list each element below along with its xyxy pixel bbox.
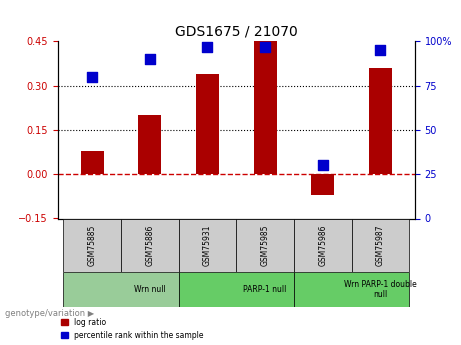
FancyBboxPatch shape <box>121 218 179 272</box>
Text: Wrn null: Wrn null <box>134 285 165 294</box>
FancyBboxPatch shape <box>179 218 236 272</box>
FancyBboxPatch shape <box>351 218 409 272</box>
Point <box>89 74 96 80</box>
Point <box>261 44 269 49</box>
FancyBboxPatch shape <box>294 272 409 307</box>
Bar <box>138 115 161 174</box>
Text: Wrn PARP-1 double
null: Wrn PARP-1 double null <box>344 280 417 299</box>
Bar <box>311 174 334 195</box>
Bar <box>254 41 277 174</box>
Text: PARP-1 null: PARP-1 null <box>243 285 287 294</box>
Text: GSM75931: GSM75931 <box>203 224 212 266</box>
Text: GSM75987: GSM75987 <box>376 224 385 266</box>
Bar <box>196 74 219 174</box>
Point <box>377 48 384 53</box>
Title: GDS1675 / 21070: GDS1675 / 21070 <box>175 25 298 39</box>
FancyBboxPatch shape <box>179 272 294 307</box>
Bar <box>81 151 104 174</box>
Bar <box>369 68 392 174</box>
Legend: log ratio, percentile rank within the sample: log ratio, percentile rank within the sa… <box>59 316 206 341</box>
Point <box>146 56 154 62</box>
FancyBboxPatch shape <box>236 218 294 272</box>
Point <box>319 162 326 168</box>
Point <box>204 44 211 49</box>
Text: GSM75986: GSM75986 <box>318 224 327 266</box>
Text: genotype/variation ▶: genotype/variation ▶ <box>5 309 94 318</box>
Text: GSM75985: GSM75985 <box>260 224 270 266</box>
Text: GSM75885: GSM75885 <box>88 224 97 266</box>
Text: GSM75886: GSM75886 <box>145 224 154 266</box>
FancyBboxPatch shape <box>64 272 179 307</box>
FancyBboxPatch shape <box>64 218 121 272</box>
FancyBboxPatch shape <box>294 218 351 272</box>
